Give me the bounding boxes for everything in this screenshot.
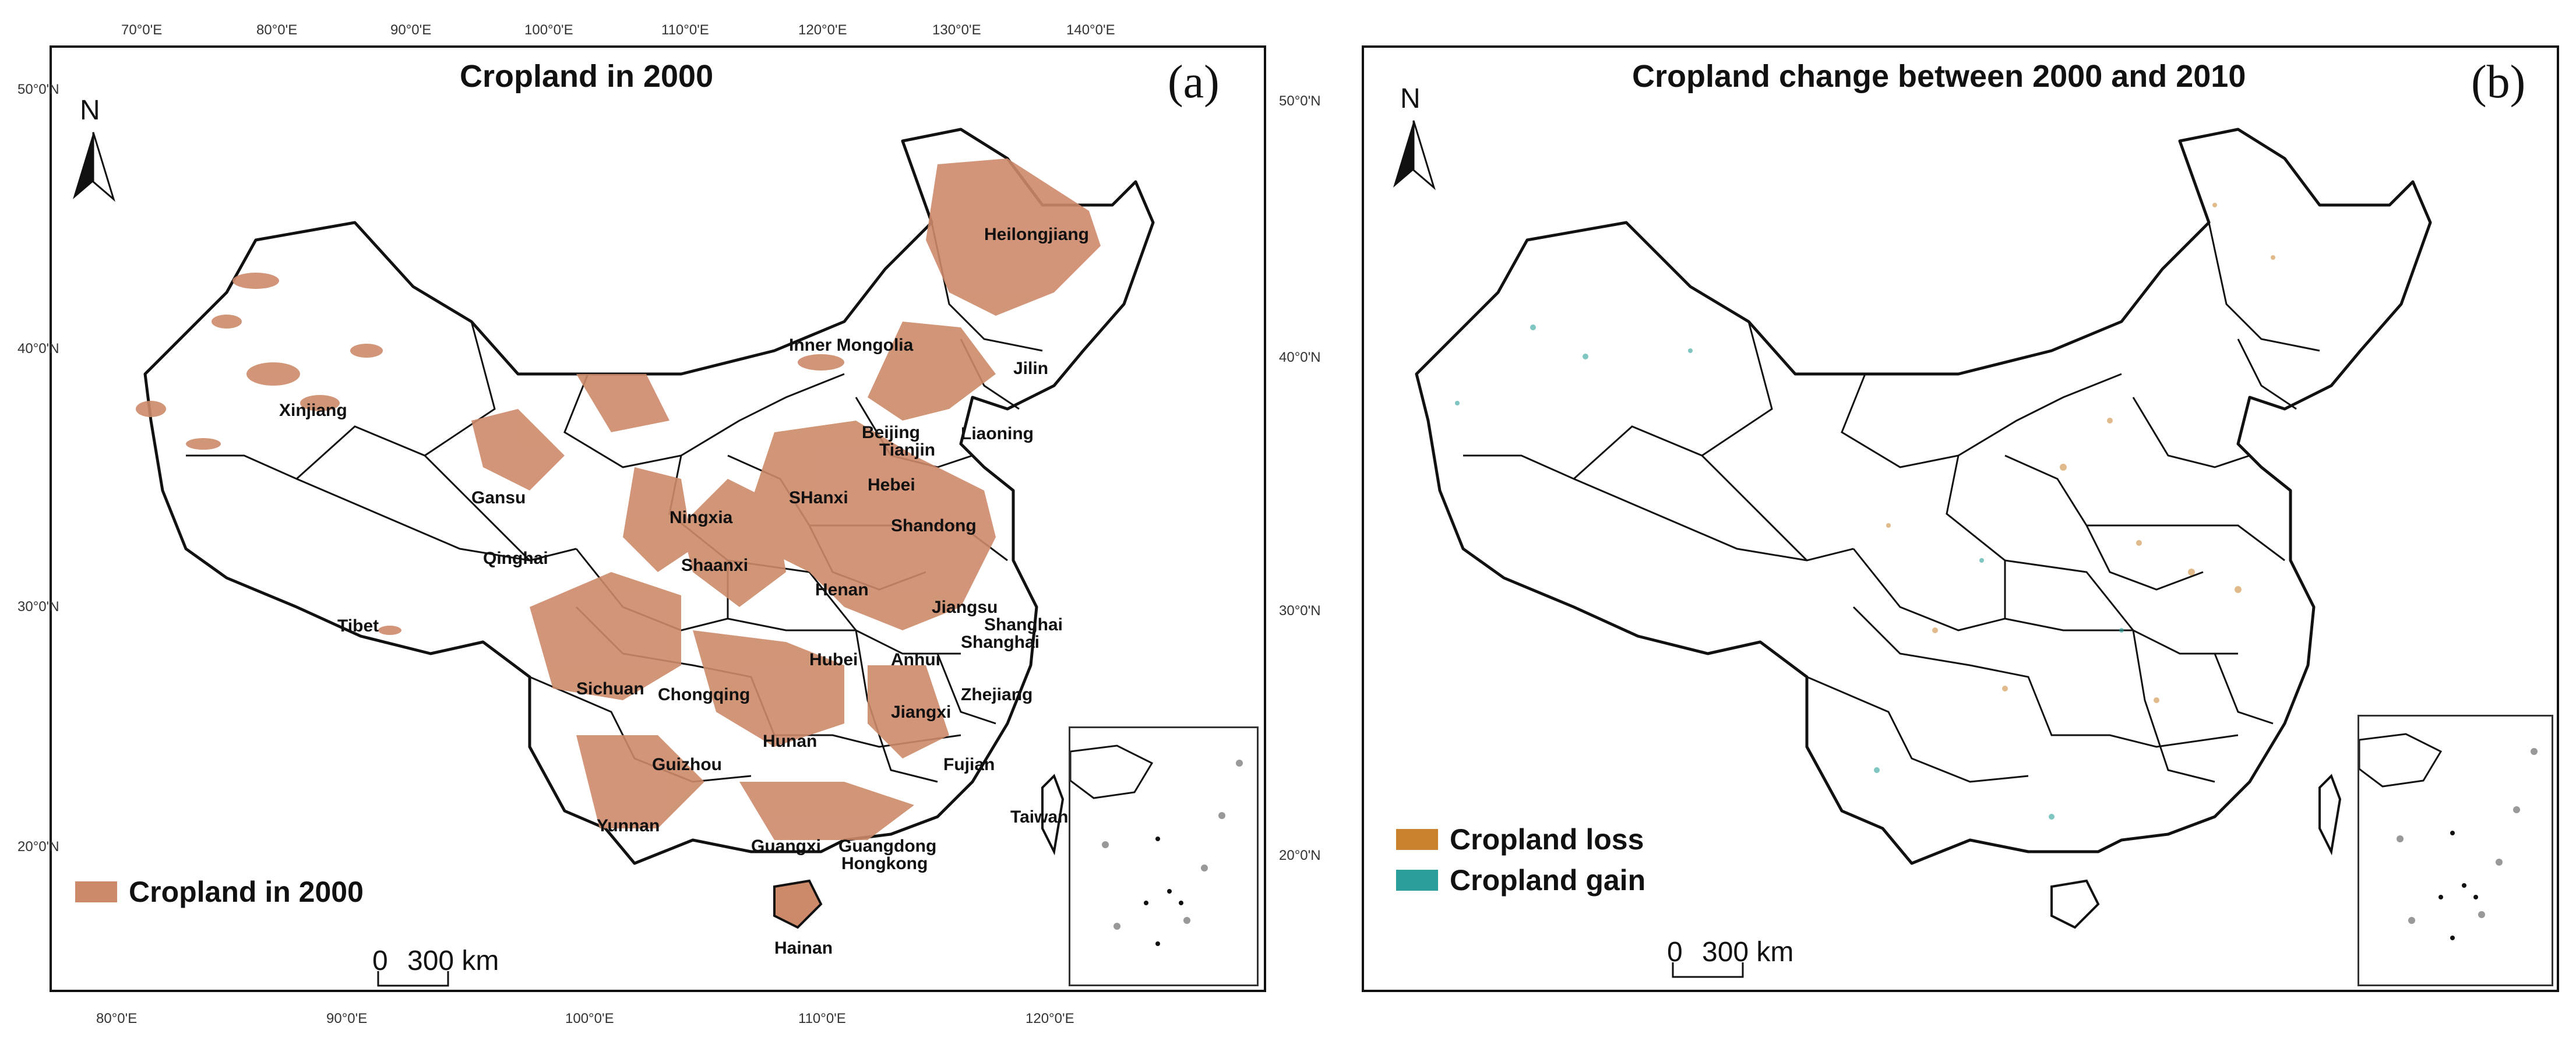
tick-a-left-20n: 20°0'N <box>17 839 59 855</box>
tick-a-left-50n: 50°0'N <box>17 82 59 97</box>
label-hainan: Hainan <box>774 938 833 958</box>
label-jiangxi: Jiangxi <box>891 703 951 722</box>
hainan-island-b <box>2050 879 2100 929</box>
panel-b-tag: (b) <box>2471 57 2526 108</box>
cropland-patches-a <box>136 158 1101 840</box>
label-hongkong: Hongkong <box>841 854 928 873</box>
label-guizhou: Guizhou <box>652 755 722 774</box>
label-liaoning: Liaoning <box>961 424 1034 443</box>
legend-b-gain: Cropland gain <box>1396 863 1645 897</box>
tick-a-top-80e: 80°0'E <box>256 22 298 38</box>
label-fujian: Fujian <box>943 755 995 774</box>
taiwan-island-a <box>1041 774 1065 856</box>
tick-a-bottom-100e: 100°0'E <box>565 1011 614 1026</box>
label-beijing: Beijing <box>862 423 920 442</box>
scale-zero-a: 0 <box>372 945 388 976</box>
panel-a-tag: (a) <box>1168 57 1220 108</box>
legend-swatch-cropland <box>75 881 117 902</box>
label-shanghai: Shanghai <box>961 633 1039 652</box>
tick-a-right-30n: 30°0'N <box>1279 603 1321 619</box>
legend-a: Cropland in 2000 <box>75 875 364 909</box>
label-shanxi: SHanxi <box>789 488 848 507</box>
label-hunan: Hunan <box>763 732 817 751</box>
label-sichuan: Sichuan <box>576 679 644 698</box>
label-xinjiang: Xinjiang <box>279 401 347 420</box>
legend-label-loss: Cropland loss <box>1450 823 1644 856</box>
tick-a-bottom-80e: 80°0'E <box>96 1011 138 1026</box>
label-henan: Henan <box>815 580 869 599</box>
tick-a-right-20n: 20°0'N <box>1279 848 1321 863</box>
label-hebei: Hebei <box>868 475 915 495</box>
tick-a-bottom-110e: 110°0'E <box>798 1011 846 1026</box>
label-jiangsu: Jiangsu <box>932 598 998 617</box>
tick-a-right-40n: 40°0'N <box>1279 350 1321 365</box>
label-heilongjiang: Heilongjiang <box>984 225 1089 244</box>
tick-a-top-130e: 130°0'E <box>932 22 981 38</box>
label-yunnan: Yunnan <box>597 816 660 835</box>
tick-a-bottom-120e: 120°0'E <box>1026 1011 1074 1026</box>
label-gansu: Gansu <box>471 488 526 507</box>
tick-a-top-140e: 140°0'E <box>1066 22 1115 38</box>
tick-a-left-30n: 30°0'N <box>17 599 59 615</box>
tick-a-top-110e: 110°0'E <box>661 22 709 38</box>
north-arrow-icon: N <box>1387 83 1440 193</box>
label-shanghai-east: Shanghai <box>984 615 1063 634</box>
north-arrow-icon: N <box>67 94 119 205</box>
scale-distance-b: 300 km <box>1702 937 1794 968</box>
tick-a-top-70e: 70°0'E <box>121 22 163 38</box>
hainan-island-a <box>773 879 823 929</box>
legend-label-gain: Cropland gain <box>1450 864 1646 897</box>
tick-a-top-120e: 120°0'E <box>798 22 847 38</box>
taiwan-island-b <box>2318 774 2342 856</box>
label-shaanxi: Shaanxi <box>681 556 748 575</box>
label-guangdong: Guangdong <box>838 837 936 856</box>
legend-b-loss: Cropland loss <box>1396 823 1644 856</box>
tick-a-right-50n: 50°0'N <box>1279 93 1321 109</box>
label-tibet: Tibet <box>337 616 379 636</box>
province-boundaries-b <box>1463 222 2320 783</box>
label-guangxi: Guangxi <box>751 837 821 856</box>
tick-a-left-40n: 40°0'N <box>17 341 59 357</box>
label-inner-mongolia: Inner Mongolia <box>789 336 914 355</box>
panel-b-title: Cropland change between 2000 and 2010 <box>1632 59 2246 94</box>
panel-b-map: Cropland change between 2000 and 2010 (b… <box>1362 45 2559 992</box>
scale-bar-line-b <box>1672 962 1744 978</box>
label-taiwan: Taiwan <box>1010 807 1068 827</box>
legend-swatch-gain <box>1396 870 1438 891</box>
south-china-sea-inset-b <box>2357 715 2553 986</box>
label-jilin: Jilin <box>1013 359 1048 378</box>
label-hubei: Hubei <box>809 650 858 669</box>
scale-distance-a: 300 km <box>407 945 499 976</box>
china-outline-b <box>1415 128 2432 865</box>
label-ningxia: Ningxia <box>669 508 733 527</box>
legend-label-cropland: Cropland in 2000 <box>129 876 364 908</box>
tick-a-top-100e: 100°0'E <box>524 22 573 38</box>
label-zhejiang: Zhejiang <box>961 685 1032 704</box>
panel-a-map: Heilongjiang Jilin Liaoning Inner Mongol… <box>50 45 1266 992</box>
label-anhui: Anhui <box>891 650 940 669</box>
scale-bar-line-a <box>377 971 449 987</box>
scale-zero-b: 0 <box>1667 937 1683 968</box>
panel-a-title: Cropland in 2000 <box>460 59 714 94</box>
tick-a-bottom-90e: 90°0'E <box>326 1011 368 1026</box>
panel-b-map-canvas <box>1415 128 2432 978</box>
label-shandong: Shandong <box>891 516 977 535</box>
south-china-sea-inset-a <box>1069 726 1259 986</box>
cropland-change-pixels-b <box>1455 203 2275 820</box>
legend-swatch-loss <box>1396 829 1438 850</box>
label-tianjin: Tianjin <box>879 440 935 460</box>
label-chongqing: Chongqing <box>658 685 750 704</box>
tick-a-top-90e: 90°0'E <box>390 22 432 38</box>
province-labels-a: Heilongjiang Jilin Liaoning Inner Mongol… <box>279 225 1089 958</box>
panel-a-map-canvas: Heilongjiang Jilin Liaoning Inner Mongol… <box>136 128 1155 987</box>
label-qinghai: Qinghai <box>483 549 548 568</box>
